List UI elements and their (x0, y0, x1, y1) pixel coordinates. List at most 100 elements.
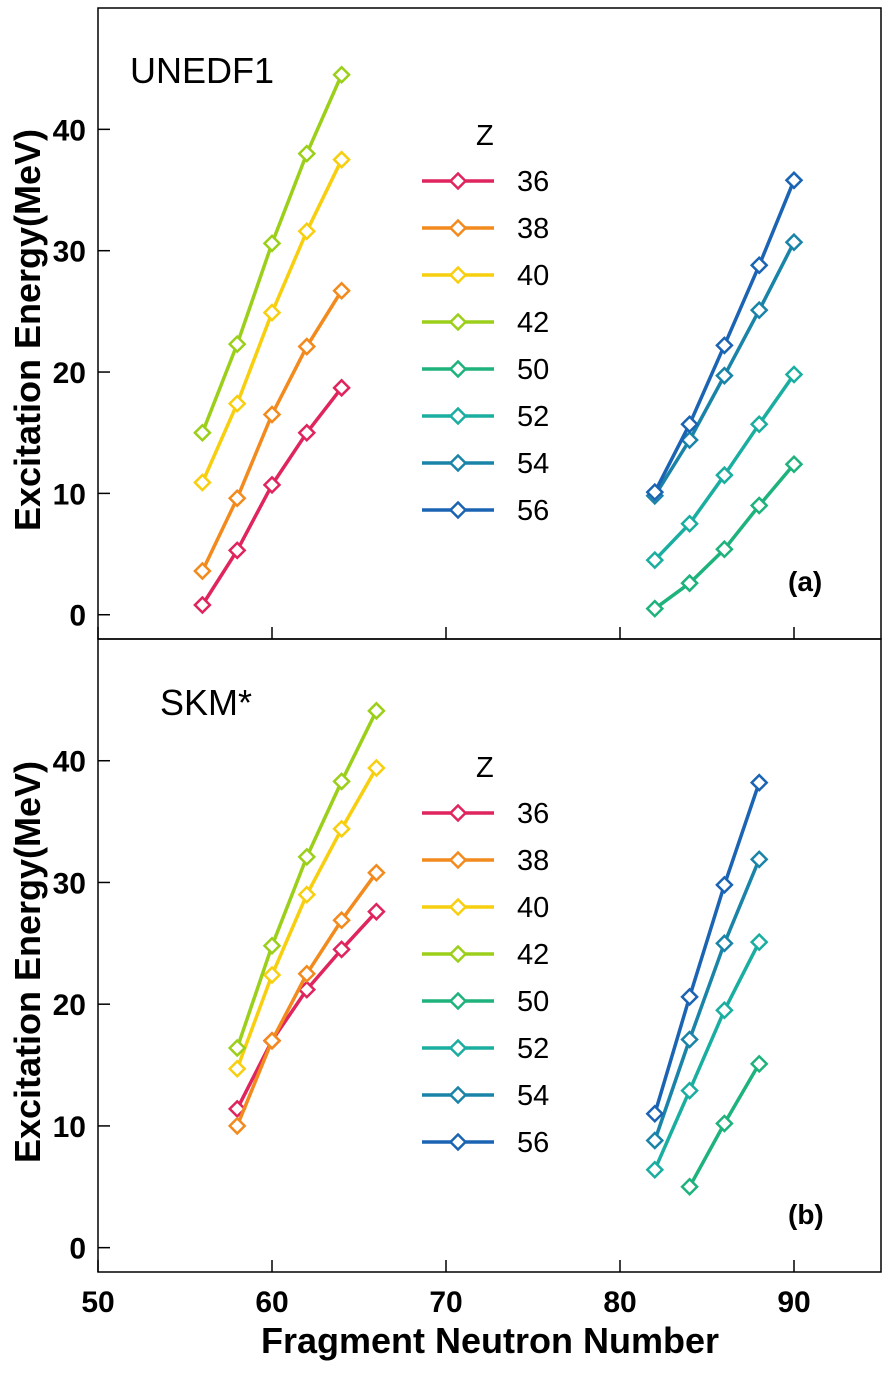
data-point (784, 454, 804, 474)
legend-swatch-marker (448, 171, 468, 191)
panel-b: SKM* (b) 0 10 20 30 40 50 60 70 80 90 Z 36 38 40 42… (53, 638, 882, 1319)
legend-swatch-marker (448, 850, 468, 870)
data-point (645, 550, 665, 570)
y-tick-label: 10 (53, 1111, 86, 1144)
panel-a-series (193, 65, 804, 618)
y-tick-label: 0 (69, 1233, 86, 1266)
legend-swatch-marker (448, 453, 468, 473)
x-axis-title: Fragment Neutron Number (261, 1320, 719, 1361)
legend-label: 40 (517, 260, 549, 292)
legend-item-z50: 50 (422, 354, 549, 386)
legend-label: 50 (517, 354, 549, 386)
panel-a-legend: Z 36 38 40 42 50 52 54 56 (422, 120, 549, 527)
data-point (715, 336, 734, 355)
data-point (645, 1104, 665, 1124)
legend-swatch-marker (448, 218, 468, 238)
data-point (680, 987, 699, 1007)
data-point (227, 541, 247, 560)
legend-item-z54: 54 (422, 1080, 549, 1112)
legend-label: 42 (517, 939, 549, 971)
panel-b-title: SKM* (160, 682, 252, 723)
series-line (653, 782, 761, 1115)
legend-swatch-marker (448, 803, 468, 823)
data-point (332, 772, 351, 791)
panel-a: UNEDF1 (a) 0 10 20 30 40 Z 36 38 40 42 50 52 54 56 (53, 7, 882, 640)
data-point (332, 940, 351, 959)
data-point (332, 281, 351, 301)
legend-item-z52: 52 (422, 401, 549, 433)
panel-b-legend: Z 36 38 40 42 50 52 54 56 (422, 752, 549, 1159)
legend-item-z38: 38 (422, 213, 549, 245)
data-point (262, 234, 282, 253)
y-tick-label: 20 (53, 989, 86, 1022)
data-point (715, 934, 734, 953)
series-z40 (227, 758, 386, 1078)
data-point (680, 1081, 699, 1100)
series-z38 (193, 281, 351, 581)
data-point (367, 758, 386, 778)
legend-item-z40: 40 (422, 892, 549, 924)
data-point (749, 300, 769, 320)
series-z42 (193, 65, 351, 442)
data-point (193, 473, 212, 492)
data-point (297, 222, 317, 241)
y-tick-label: 40 (53, 114, 86, 147)
legend-label: 36 (517, 798, 549, 830)
panel-b-x-ticks: 50 60 70 80 90 (81, 1260, 811, 1319)
data-point (193, 561, 212, 581)
x-tick-label: 90 (777, 1286, 810, 1319)
legend-item-z42: 42 (422, 307, 549, 339)
data-point (297, 964, 317, 984)
data-point (193, 595, 212, 615)
data-point (784, 232, 804, 252)
y-tick-label: 30 (53, 867, 86, 900)
y-tick-label: 20 (53, 357, 86, 390)
data-point (680, 1177, 699, 1197)
y-axis-title-a: Excitation Energy(MeV) (7, 129, 48, 531)
data-point (715, 875, 734, 895)
panel-b-frame (97, 638, 882, 1273)
legend-swatch-marker (448, 406, 468, 426)
legend-label: 38 (517, 845, 549, 877)
data-point (227, 394, 247, 413)
data-point (749, 773, 769, 792)
legend-swatch-marker (448, 359, 468, 379)
series-z52 (645, 932, 769, 1180)
data-point (227, 334, 247, 354)
data-point (227, 488, 247, 508)
y-tick-label: 0 (69, 600, 86, 633)
legend-label: 54 (517, 1080, 549, 1112)
data-point (645, 482, 665, 502)
x-tick-label: 80 (603, 1286, 636, 1319)
legend-label: 52 (517, 401, 549, 433)
data-point (332, 65, 351, 85)
y-tick-label: 40 (53, 746, 86, 779)
legend-item-z42: 42 (422, 939, 549, 971)
series-z50 (680, 1054, 769, 1197)
legend-label: 36 (517, 166, 549, 198)
series-z40 (193, 150, 351, 492)
data-point (645, 1160, 665, 1180)
series-z36 (193, 378, 351, 615)
data-point (227, 1059, 247, 1078)
y-axis-title-b: Excitation Energy(MeV) (7, 761, 48, 1163)
panel-a-title: UNEDF1 (130, 50, 274, 91)
data-point (715, 539, 734, 559)
x-tick-label: 60 (255, 1286, 288, 1319)
y-tick-label: 30 (53, 236, 86, 269)
data-point (715, 366, 734, 385)
data-point (297, 885, 317, 904)
data-point (645, 1131, 665, 1150)
data-point (715, 1114, 734, 1133)
legend-item-z50: 50 (422, 986, 549, 1018)
data-point (680, 414, 699, 434)
data-point (262, 936, 282, 956)
series-line (653, 941, 761, 1171)
data-point (332, 150, 351, 169)
legend-label: 42 (517, 307, 549, 339)
data-point (367, 902, 386, 921)
series-z56 (645, 773, 769, 1124)
legend-label: 54 (517, 448, 549, 480)
legend-label: 50 (517, 986, 549, 1018)
data-point (332, 819, 351, 839)
